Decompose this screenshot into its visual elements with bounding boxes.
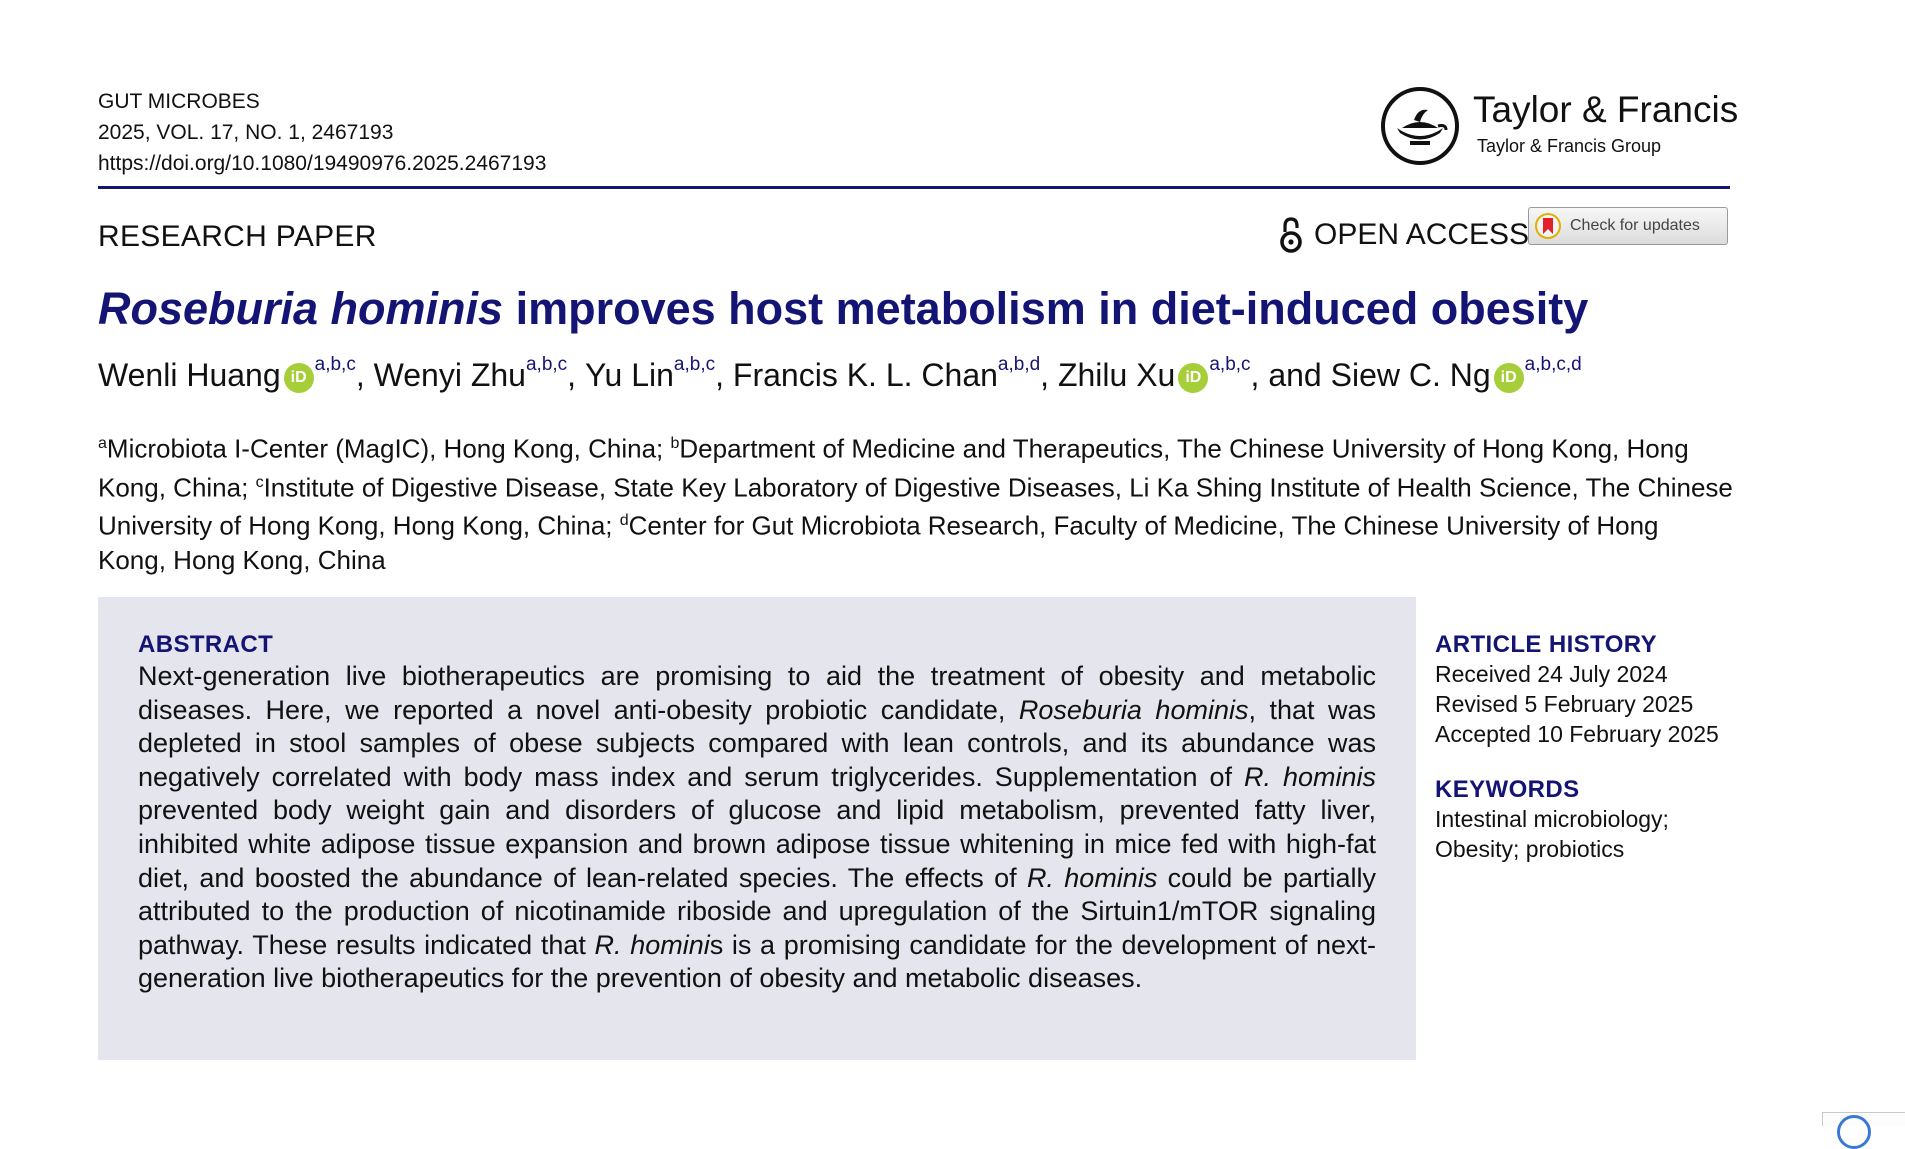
accepted-date: Accepted 10 February 2025 [1435, 721, 1719, 747]
received-date: Received 24 July 2024 [1435, 661, 1668, 687]
author-affiliation-marks: a,b,c [1209, 354, 1251, 375]
article-title: Roseburia hominis improves host metaboli… [98, 283, 1588, 335]
check-for-updates-button[interactable]: Check for updates [1528, 207, 1728, 245]
author-separator: , [1040, 357, 1058, 393]
author-entry: Zhilu Xu iD a,b,c, and [1057, 354, 1331, 394]
author-affiliation-marks: a,b,d [997, 354, 1041, 375]
author-affiliation-marks: a,b,c,d [1524, 354, 1582, 375]
affiliation-text: Microbiota I-Center (MagIC), Hong Kong, … [106, 433, 671, 464]
abstract-heading: ABSTRACT [138, 631, 274, 658]
check-for-updates-label: Check for updates [1570, 217, 1700, 234]
title-rest: improves host metabolism in diet-induced… [503, 283, 1589, 334]
open-access-badge: OPEN ACCESS [1278, 215, 1529, 255]
author-entry: Siew C. Ng iD a,b,c,d [1330, 354, 1582, 394]
article-history-heading: ARTICLE HISTORY [1435, 631, 1658, 658]
journal-citation: 2025, VOL. 17, NO. 1, 2467193 [98, 121, 394, 144]
abstract-segment: prevented body weight gain and disorders… [138, 795, 1376, 893]
abstract-segment: s is a promising candidate for the devel… [138, 929, 1377, 994]
article-history: ARTICLE HISTORY Received 24 July 2024 Re… [1435, 631, 1735, 749]
paper-type-label: RESEARCH PAPER [98, 220, 377, 253]
author-entry: Francis K. L. Chan a,b,d, [732, 354, 1058, 394]
author-name[interactable]: Zhilu Xu [1057, 357, 1176, 393]
affiliations: aMicrobiota I-Center (MagIC), Hong Kong,… [98, 427, 1733, 577]
author-entry: Yu Lin a,b,c, [584, 354, 733, 394]
check-for-updates-icon [1535, 213, 1561, 239]
author-name[interactable]: Yu Lin [584, 357, 674, 393]
open-access-label: OPEN ACCESS [1314, 218, 1530, 251]
author-separator: , [715, 357, 733, 393]
publisher-logo-block[interactable]: Taylor & Francis Taylor & Francis Group [1380, 86, 1738, 168]
author-affiliation-marks: a,b,c [673, 354, 716, 375]
keywords-section: KEYWORDS Intestinal microbiology; Obesit… [1435, 776, 1735, 864]
keywords-line-1: Intestinal microbiology; [1435, 806, 1669, 832]
journal-info: GUT MICROBES 2025, VOL. 17, NO. 1, 24671… [98, 86, 546, 179]
taylor-francis-lamp-logo-icon [1381, 87, 1459, 165]
affiliation-key: d [619, 512, 629, 530]
abstract-species-name: R. hominis [1243, 761, 1376, 792]
affiliation-text: Institute of Digestive Disease, State Ke… [98, 472, 1733, 541]
open-lock-icon [1280, 217, 1302, 253]
author-list: Wenli Huang iD a,b,c, Wenyi Zhu a,b,c, Yu L… [98, 354, 1582, 394]
author-name[interactable]: Wenli Huang [98, 357, 281, 393]
assistant-circle-icon [1837, 1115, 1871, 1149]
author-name[interactable]: Francis K. L. Chan [732, 357, 998, 393]
author-separator: , [355, 357, 374, 393]
revised-date: Revised 5 February 2025 [1435, 691, 1694, 717]
title-species-name: Roseburia hominis [98, 283, 504, 334]
orcid-icon[interactable]: iD [1178, 363, 1209, 393]
affiliation-text: Department of Medicine and Therapeutics,… [98, 433, 1689, 503]
journal-name: GUT MICROBES [98, 90, 260, 113]
affiliation-key: b [670, 435, 680, 452]
orcid-icon[interactable]: iD [1493, 363, 1524, 393]
affiliation-text: Center for Gut Microbiota Research, Facu… [98, 510, 1659, 575]
header-divider [98, 186, 1730, 189]
keywords-heading: KEYWORDS [1435, 776, 1580, 803]
author-separator: , and [1250, 357, 1331, 393]
abstract-species-name: R. homini [594, 929, 710, 960]
author-affiliation-marks: a,b,c [314, 354, 356, 375]
abstract-species-name: Roseburia hominis [1018, 694, 1249, 725]
orcid-icon[interactable]: iD [283, 363, 314, 393]
keywords-line-2: Obesity; probiotics [1435, 836, 1625, 862]
affiliation-key: a [98, 435, 107, 452]
affiliation-key: c [255, 473, 264, 491]
abstract-segment: , that was depleted in stool samples of … [138, 694, 1377, 792]
publisher-name: Taylor & Francis [1473, 89, 1739, 130]
author-entry: Wenli Huang iD a,b,c, [98, 354, 374, 394]
doi-link[interactable]: https://doi.org/10.1080/19490976.2025.24… [98, 152, 547, 175]
publisher-group: Taylor & Francis Group [1477, 136, 1662, 156]
abstract-box: ABSTRACT Next-generation live biotherape… [98, 597, 1416, 1060]
abstract-segment: Next-generation live biotherapeutics are… [138, 661, 1376, 725]
author-name[interactable]: Wenyi Zhu [373, 357, 526, 393]
abstract-species-name: R. hominis [1026, 862, 1158, 893]
floating-assistant-widget[interactable] [1822, 1112, 1905, 1149]
abstract-text: Next-generation live biotherapeutics are… [138, 660, 1376, 996]
author-separator: , [567, 357, 585, 393]
author-entry: Wenyi Zhu a,b,c, [373, 354, 585, 394]
author-affiliation-marks: a,b,c [525, 354, 568, 375]
author-name[interactable]: Siew C. Ng [1330, 357, 1491, 393]
abstract-segment: could be partially attributed to the pro… [138, 862, 1376, 960]
